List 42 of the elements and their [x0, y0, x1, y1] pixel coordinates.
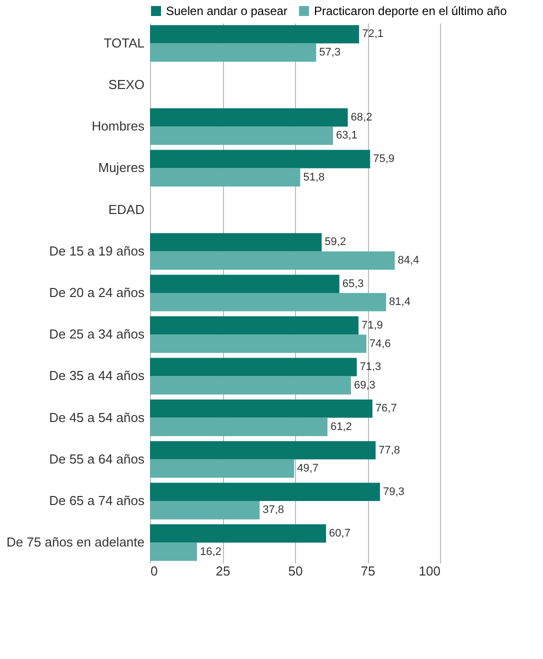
data-label: 84,4 [398, 254, 420, 267]
y-tick-label: De 35 a 44 años [49, 368, 145, 384]
data-label: 79,3 [382, 486, 404, 498]
y-tick-label: EDAD [108, 202, 144, 217]
x-tick-label: 0 [150, 564, 158, 578]
y-tick-label: Mujeres [98, 160, 145, 176]
y-tick-label: De 75 años en adelante [6, 534, 144, 550]
data-label: 81,4 [389, 296, 410, 308]
data-label: 49,7 [297, 462, 319, 475]
data-label: 71,3 [360, 361, 382, 374]
y-tick-label: SEXO [108, 76, 144, 92]
data-label: 59,2 [324, 236, 346, 248]
data-label: 68,2 [350, 111, 372, 124]
legend-label: Practicaron deporte en el último año [314, 4, 508, 18]
data-label: 71,9 [362, 319, 383, 332]
data-label: 65,3 [342, 278, 364, 290]
data-label: 75,9 [373, 153, 395, 166]
data-label: 51,8 [303, 171, 325, 184]
x-tick-label: 50 [288, 564, 303, 578]
data-label: 57,3 [319, 46, 341, 59]
data-label: 16,2 [200, 546, 222, 558]
data-label: 72,1 [362, 28, 384, 40]
y-tick-label: De 25 a 34 años [49, 326, 145, 342]
y-tick-label: De 15 a 19 años [49, 243, 145, 258]
y-tick-label: De 65 a 74 años [49, 493, 145, 508]
data-label: 63,1 [336, 130, 358, 142]
x-tick-label: 75 [360, 564, 376, 578]
y-tick-label: TOTAL [104, 35, 144, 50]
data-label: 77,8 [378, 444, 400, 456]
legend-label: Suelen andar o pasear [166, 4, 288, 18]
data-label: 69,3 [354, 379, 376, 392]
y-tick-label: De 45 a 54 años [49, 410, 145, 425]
data-label: 61,2 [330, 420, 352, 433]
y-tick-label: De 20 a 24 años [49, 285, 145, 300]
data-label: 74,6 [369, 338, 391, 350]
y-tick-label: De 55 a 64 años [49, 451, 145, 466]
y-tick-label: Hombres [92, 118, 145, 134]
data-label: 60,7 [329, 527, 350, 540]
data-label: 37,8 [262, 504, 284, 516]
x-tick-label: 100 [418, 564, 440, 578]
x-tick-label: 25 [216, 564, 230, 578]
data-label: 76,7 [375, 402, 397, 415]
